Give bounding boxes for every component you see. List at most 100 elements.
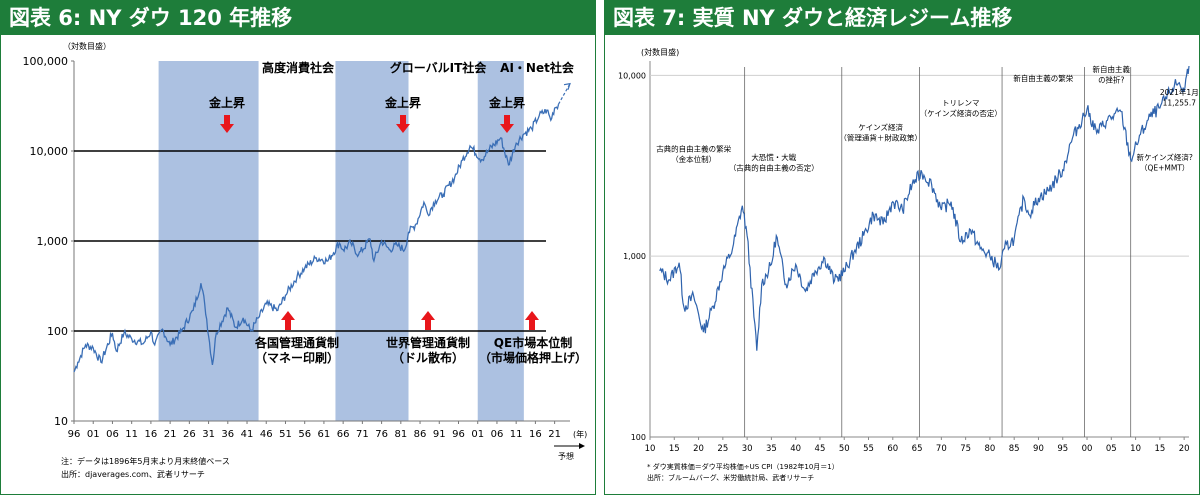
chart-title: 図表 6: NY ダウ 120 年推移 xyxy=(1,1,595,35)
y-tick-label: 1,000 xyxy=(37,235,69,248)
x-axis-unit: (年) xyxy=(573,429,587,439)
down-arrow-icon xyxy=(220,115,234,133)
regime-annotation: 大恐慌・大戦 xyxy=(751,152,796,162)
period-label: グローバルIT社会 xyxy=(390,60,488,75)
regime-annotation: （管理通貨＋財政政策） xyxy=(839,132,922,142)
regime-annotation: （古典的自由主義の否定） xyxy=(729,163,819,173)
x-tick-label: 40 xyxy=(790,444,801,454)
x-tick-label: 15 xyxy=(669,444,680,454)
x-tick-label: 06 xyxy=(106,429,119,440)
x-tick-label: 00 xyxy=(1082,444,1093,454)
regime-annotation: トリレンマ xyxy=(942,99,980,108)
footnote: 注：データは1896年5月末より月末終値ベース xyxy=(61,456,230,466)
y-tick-label: 100,000 xyxy=(23,55,69,68)
x-tick-label: 26 xyxy=(183,429,196,440)
forecast-label: 予想 xyxy=(558,451,574,461)
x-tick-label: 55 xyxy=(863,444,874,454)
regime-annotation: 11,255.7 xyxy=(1163,98,1197,107)
chart-title: 図表 7: 実質 NY ダウと経済レジーム推移 xyxy=(605,1,1199,35)
y-tick-label: 10,000 xyxy=(618,71,646,80)
x-tick-label: 86 xyxy=(414,429,427,440)
footnote: 出所：djaverages.com、武者リサーチ xyxy=(61,469,205,479)
x-tick-label: 10 xyxy=(645,444,656,454)
regime-annotation: （金本位制） xyxy=(671,154,716,164)
regime-annotation: 新自由主義 xyxy=(1093,64,1131,74)
regime-annotation: 新ケインズ経済? xyxy=(1137,152,1193,162)
x-tick-label: 35 xyxy=(766,444,777,454)
y-tick-label: 100 xyxy=(631,433,646,442)
x-tick-label: 21 xyxy=(164,429,177,440)
x-tick-label: 96 xyxy=(68,429,81,440)
currency-regime-label: 世界管理通貨制 xyxy=(386,335,470,350)
chart-panel-ny-dow-120y: 図表 6: NY ダウ 120 年推移 10 100 1,000 10,000 100,… xyxy=(0,0,596,495)
footnote: 出所：ブルームバーグ、米労働統計局、武者リサーチ xyxy=(647,473,814,482)
x-tick-label: 70 xyxy=(936,444,947,454)
x-tick-label: 71 xyxy=(356,429,369,440)
y-tick-label: 1,000 xyxy=(623,252,646,261)
x-tick-label: 11 xyxy=(125,429,138,440)
currency-regime-label: 各国管理通貨制 xyxy=(254,335,339,350)
y-axis-label: (対数目盛) xyxy=(641,47,679,57)
regime-annotation: 古典的自由主義の繁栄 xyxy=(656,143,731,153)
gold-rise-label: 金上昇 xyxy=(384,95,421,110)
x-tick-label: 01 xyxy=(87,429,100,440)
gold-rise-label: 金上昇 xyxy=(208,95,245,110)
currency-regime-label: （市場価格押上げ） xyxy=(479,350,587,365)
regime-annotation: の挫折? xyxy=(1098,75,1124,85)
x-tick-label: 75 xyxy=(960,444,971,454)
x-tick-label: 05 xyxy=(1106,444,1117,454)
forecast-arrow-icon xyxy=(563,82,571,90)
y-tick-label: 100 xyxy=(47,325,68,338)
x-tick-label: 21 xyxy=(548,429,561,440)
regime-annotation: ケインズ経済 xyxy=(858,122,903,132)
period-label: AI・Net社会 xyxy=(500,60,575,75)
x-tick-label: 06 xyxy=(491,429,504,440)
x-tick-label: 20 xyxy=(1179,444,1190,454)
currency-regime-label: （マネー印刷） xyxy=(255,350,339,365)
regime-annotation: 2021年1月 xyxy=(1160,87,1199,97)
down-arrow-icon xyxy=(500,115,514,133)
real-ny-dow-chart: 100 1,000 10,000 10 15 20 25 30 35 40 45 50 55 60 65 70… xyxy=(618,47,1199,482)
forecast-series-line xyxy=(557,83,571,105)
x-tick-label: 96 xyxy=(452,429,465,440)
x-tick-label: 36 xyxy=(221,429,234,440)
ny-dow-120y-chart: 10 100 1,000 10,000 100,000 96 01 06 11 16 21 26 31 3… xyxy=(23,41,588,479)
x-tick-label: 90 xyxy=(1033,444,1044,454)
x-tick-label: 95 xyxy=(1057,444,1068,454)
x-tick-label: 10 xyxy=(1130,444,1141,454)
x-tick-label: 65 xyxy=(912,444,923,454)
regime-annotation: （ケインズ経済の否定） xyxy=(920,108,1002,118)
x-tick-label: 81 xyxy=(394,429,407,440)
up-arrow-icon xyxy=(421,311,435,330)
y-tick-label: 10 xyxy=(54,415,68,428)
x-tick-label: 91 xyxy=(433,429,446,440)
x-tick-label: 41 xyxy=(241,429,254,440)
up-arrow-icon xyxy=(525,311,539,330)
x-tick-label: 61 xyxy=(318,429,331,440)
x-tick-label: 66 xyxy=(337,429,350,440)
x-tick-label: 20 xyxy=(693,444,704,454)
x-tick-label: 76 xyxy=(375,429,388,440)
regime-annotation: 新自由主義の繁栄 xyxy=(1013,73,1073,83)
footnote: * ダウ実質株価＝ダウ平均株価÷US CPI（1982年10月＝1） xyxy=(647,462,839,471)
real-dow-series-line xyxy=(659,65,1190,351)
x-tick-label: 80 xyxy=(984,444,995,454)
x-tick-label: 31 xyxy=(202,429,215,440)
x-tick-label: 50 xyxy=(839,444,850,454)
gold-rise-label: 金上昇 xyxy=(488,95,525,110)
x-tick-label: 15 xyxy=(1154,444,1165,454)
dow-series-line xyxy=(73,104,560,373)
x-tick-label: 01 xyxy=(471,429,484,440)
up-arrow-icon xyxy=(281,311,295,330)
down-arrow-icon xyxy=(396,115,410,133)
x-tick-label: 46 xyxy=(260,429,273,440)
y-axis-label: （対数目盛） xyxy=(63,41,111,51)
x-tick-label: 51 xyxy=(279,429,292,440)
x-tick-label: 45 xyxy=(815,444,826,454)
x-tick-label: 16 xyxy=(145,429,158,440)
x-tick-label: 60 xyxy=(887,444,898,454)
currency-regime-label: （ドル散布） xyxy=(392,350,464,365)
forecast-arrow-head xyxy=(579,443,585,449)
period-label: 高度消費社会 xyxy=(262,60,335,75)
y-tick-label: 10,000 xyxy=(30,145,69,158)
